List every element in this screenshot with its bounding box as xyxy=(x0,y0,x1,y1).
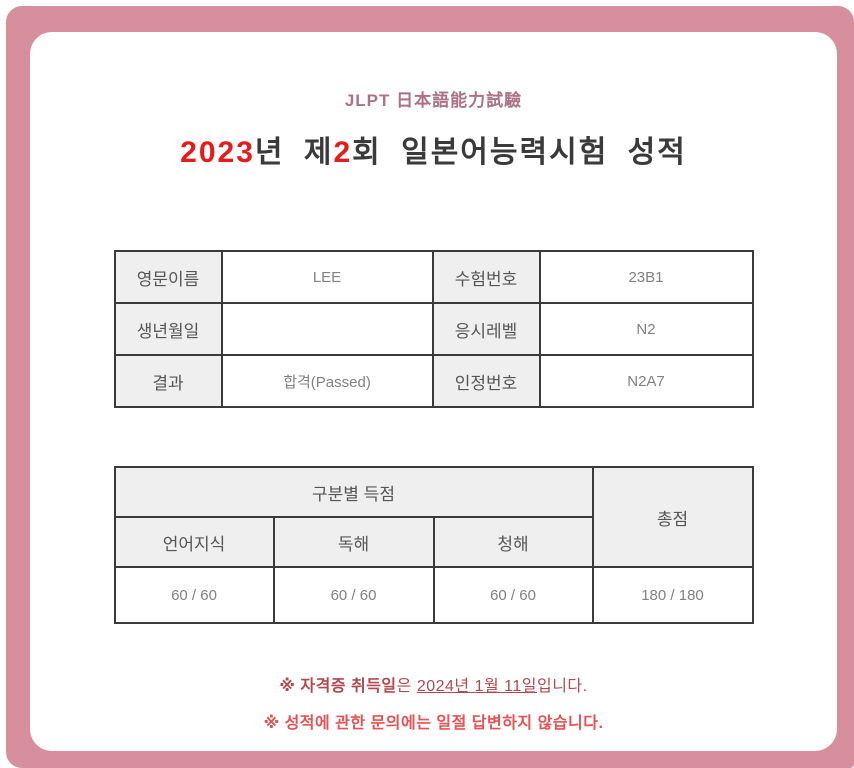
note1-suffix-part: 입니다. xyxy=(536,678,588,695)
certificate-panel: JLPT 日本語能力試驗 2023년 제2회 일본어능력시험 성적 영문이름 L… xyxy=(30,32,837,751)
note-no-inquiries: ※ 성적에 관한 문의에는 일절 답변하지 않습니다. xyxy=(263,715,604,732)
score-reading: 60 / 60 xyxy=(272,566,435,624)
label-exam-number: 수험번호 xyxy=(431,250,541,304)
header-section-scores: 구분별 득점 xyxy=(113,466,594,518)
page-title: 2023년 제2회 일본어능력시험 성적 xyxy=(30,127,837,171)
jlpt-subtitle: JLPT 日本語能力試驗 xyxy=(344,91,523,110)
score-total: 180 / 180 xyxy=(591,566,754,624)
score-table: 구분별 득점 총점 언어지식 독해 청해 60 / 60 60 / 60 60 … xyxy=(113,466,754,624)
table-row: 구분별 득점 총점 xyxy=(113,466,754,568)
note-acquisition-date: ※ 자격증 취득일은 2024년 1월 11일입니다. xyxy=(30,672,837,696)
label-birth-date: 생년월일 xyxy=(113,302,223,356)
table-row: 언어지식 독해 청해 xyxy=(113,516,753,568)
label-english-name: 영문이름 xyxy=(113,250,223,304)
value-result: 합격(Passed) xyxy=(220,354,434,408)
value-birth-date xyxy=(220,302,434,356)
note1-mid-part: 은 xyxy=(396,678,417,695)
header-reading: 독해 xyxy=(272,516,435,568)
value-english-name: LEE xyxy=(220,250,434,304)
table-row: 생년월일 응시레벨 N2 xyxy=(113,302,754,356)
pink-border-frame: JLPT 日本語能力試驗 2023년 제2회 일본어능력시험 성적 영문이름 L… xyxy=(6,6,854,768)
score-language-knowledge: 60 / 60 xyxy=(113,566,275,624)
note1-date-underlined: 2024년 1월 11일 xyxy=(416,678,537,695)
header-listening: 청해 xyxy=(432,516,594,568)
value-certification-number: N2A7 xyxy=(538,354,754,408)
label-certification-number: 인정번호 xyxy=(431,354,541,408)
table-row: 60 / 60 60 / 60 60 / 60 180 / 180 xyxy=(113,566,754,624)
note1-bold-part: ※ 자격증 취득일 xyxy=(279,678,397,695)
score-listening: 60 / 60 xyxy=(432,566,594,624)
value-exam-level: N2 xyxy=(538,302,754,356)
table-row: 결과 합격(Passed) 인정번호 N2A7 xyxy=(113,354,754,408)
header-total-score: 총점 xyxy=(591,466,754,568)
title-text-1: 년 제 xyxy=(254,136,334,169)
table-row: 영문이름 LEE 수험번호 23B1 xyxy=(113,250,754,304)
title-text-2: 회 일본어능력시험 성적 xyxy=(352,136,687,169)
label-result: 결과 xyxy=(113,354,223,408)
label-exam-level: 응시레벨 xyxy=(431,302,541,356)
footer-notes: ※ 자격증 취득일은 2024년 1월 11일입니다. ※ 성적에 관한 문의에… xyxy=(30,672,837,733)
title-year: 2023 xyxy=(180,136,255,169)
header-language-knowledge: 언어지식 xyxy=(113,516,275,568)
title-round-number: 2 xyxy=(333,136,353,169)
applicant-info-table: 영문이름 LEE 수험번호 23B1 생년월일 응시레벨 N2 결과 합격(Pa… xyxy=(113,250,754,408)
value-exam-number: 23B1 xyxy=(538,250,754,304)
